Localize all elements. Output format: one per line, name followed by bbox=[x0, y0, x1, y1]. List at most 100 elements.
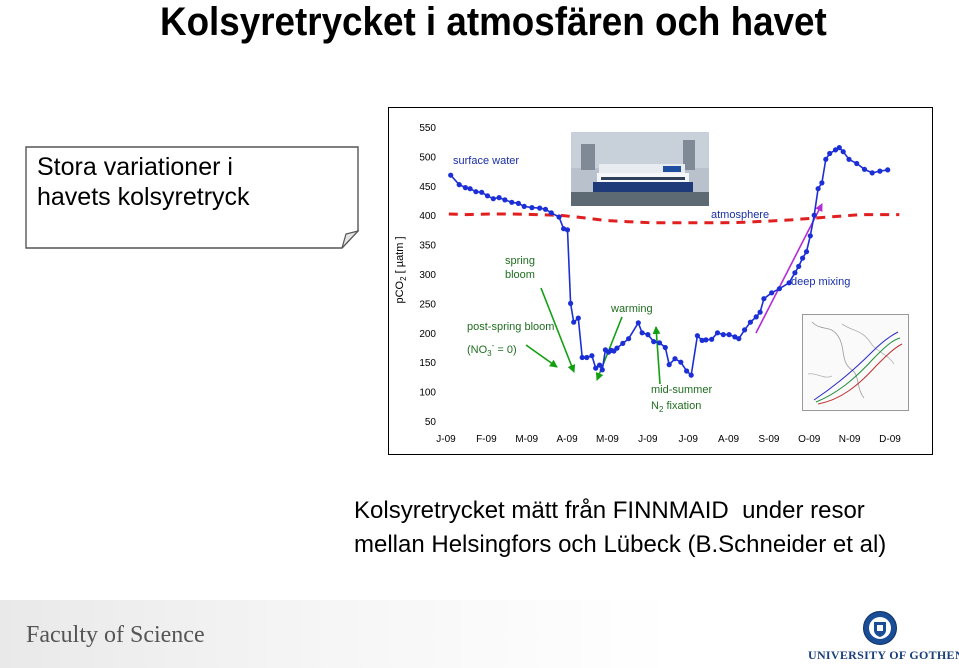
series-layer bbox=[448, 145, 900, 378]
y-tick-label: 450 bbox=[419, 182, 436, 193]
y-axis: 550 500 450 400 350 300 250 200 150 100 50 bbox=[419, 123, 436, 428]
surface-water-point bbox=[796, 263, 802, 269]
atmosphere-line bbox=[448, 212, 900, 225]
surface-water-point bbox=[666, 362, 672, 368]
surface-water-point bbox=[747, 319, 754, 325]
x-tick-label: O-09 bbox=[798, 434, 821, 445]
y-tick-label: 250 bbox=[419, 299, 436, 310]
x-tick-label: D-09 bbox=[879, 434, 901, 445]
surface-water-point bbox=[885, 167, 891, 173]
surface-water-point bbox=[479, 189, 485, 195]
surface-water-point bbox=[786, 280, 792, 286]
label-spring: spring bbox=[505, 255, 535, 267]
arrow-post-spring-bloom bbox=[525, 344, 558, 368]
label-n2-fixation: N2 fixation bbox=[651, 400, 701, 414]
label-surface-water: surface water bbox=[453, 155, 519, 167]
caption-line-2: mellan Helsingfors och Lübeck (B.Schneid… bbox=[354, 531, 887, 558]
surface-water-point bbox=[645, 332, 651, 338]
surface-water-point bbox=[800, 255, 806, 261]
surface-water-point bbox=[703, 337, 709, 343]
x-tick-label: M-09 bbox=[596, 434, 619, 445]
surface-water-point bbox=[462, 185, 468, 191]
surface-water-point bbox=[694, 333, 701, 339]
surface-water-point bbox=[832, 147, 839, 153]
x-tick-label: A-09 bbox=[557, 434, 579, 445]
surface-water-point bbox=[714, 330, 721, 336]
surface-water-point bbox=[639, 330, 645, 336]
surface-water-point bbox=[846, 156, 852, 162]
surface-water-point bbox=[656, 340, 663, 346]
surface-water-point bbox=[456, 182, 462, 188]
surface-water-point bbox=[769, 290, 775, 296]
label-atmosphere: atmosphere bbox=[711, 209, 769, 221]
surface-water-point bbox=[836, 145, 842, 151]
surface-water-point bbox=[877, 168, 883, 174]
surface-water-point bbox=[732, 334, 738, 340]
surface-water-point bbox=[803, 249, 810, 255]
surface-water-point bbox=[709, 336, 715, 342]
surface-water-point bbox=[811, 212, 817, 218]
surface-water-point bbox=[807, 233, 813, 239]
label-warming: warming bbox=[610, 303, 653, 315]
surface-water-point bbox=[823, 156, 829, 162]
label-deep-mixing: deep mixing bbox=[791, 276, 850, 288]
surface-water-point bbox=[502, 197, 508, 203]
university-name: UNIVERSITY OF GOTHENBURG bbox=[808, 648, 959, 662]
surface-water-point bbox=[564, 227, 571, 233]
y-tick-label: 350 bbox=[419, 241, 436, 252]
label-bloom: bloom bbox=[505, 269, 535, 281]
surface-water-point bbox=[757, 309, 763, 315]
surface-water-point bbox=[561, 226, 567, 232]
surface-water-point bbox=[861, 166, 868, 172]
surface-water-point bbox=[542, 206, 549, 212]
surface-water-point bbox=[742, 327, 748, 333]
surface-water-point bbox=[556, 214, 562, 220]
map-inset bbox=[802, 314, 909, 411]
footer bbox=[0, 600, 959, 668]
y-tick-label: 50 bbox=[425, 417, 437, 428]
surface-water-point bbox=[819, 180, 825, 186]
arrow-mid-summer bbox=[652, 326, 661, 385]
slide-title: Kolsyretrycket i atmosfären och havet bbox=[160, 0, 827, 44]
x-tick-label: J-09 bbox=[436, 434, 456, 445]
x-tick-label: J-09 bbox=[678, 434, 698, 445]
surface-water-point bbox=[484, 193, 491, 199]
caption: Kolsyretrycket mätt från FINNMAID under … bbox=[354, 494, 886, 562]
y-tick-label: 500 bbox=[419, 152, 436, 163]
surface-water-point bbox=[599, 367, 605, 373]
note-line-2: havets kolsyretryck bbox=[37, 183, 250, 211]
note-text: Stora variationer i havets kolsyretryck bbox=[37, 152, 250, 212]
surface-water-point bbox=[736, 336, 742, 342]
surface-water-point bbox=[840, 149, 846, 155]
surface-water-point bbox=[726, 332, 732, 338]
surface-water-point bbox=[548, 210, 554, 216]
note-line-1: Stora variationer i bbox=[37, 153, 233, 181]
surface-water-point bbox=[792, 270, 798, 276]
surface-water-point bbox=[521, 203, 527, 209]
surface-water-point bbox=[684, 368, 690, 374]
label-mid-summer: mid-summer bbox=[651, 384, 712, 396]
surface-water-point bbox=[662, 344, 668, 351]
y-axis-label: pCO2 [ µatm ] bbox=[394, 236, 408, 303]
x-tick-label: F-09 bbox=[476, 434, 497, 445]
surface-water-point bbox=[854, 160, 860, 167]
surface-water-point bbox=[635, 320, 641, 326]
surface-water-point bbox=[614, 345, 620, 351]
arrow-spring-bloom bbox=[540, 287, 576, 373]
surface-water-point bbox=[568, 300, 574, 306]
surface-water-point bbox=[515, 200, 522, 206]
x-axis: J-09 F-09 M-09 A-09 M-09 J-09 J-09 A-09 S-09 O-09… bbox=[436, 434, 901, 445]
x-tick-label: A-09 bbox=[718, 434, 740, 445]
y-tick-label: 400 bbox=[419, 211, 436, 222]
surface-water-point bbox=[579, 354, 585, 361]
caption-line-1: Kolsyretrycket mätt från FINNMAID under … bbox=[354, 497, 865, 524]
surface-water-point bbox=[815, 186, 821, 192]
y-tick-label: 200 bbox=[419, 329, 436, 340]
surface-water-point bbox=[776, 286, 783, 292]
arrow-deep-mixing bbox=[755, 203, 823, 334]
surface-water-point bbox=[720, 332, 726, 338]
surface-water-point bbox=[467, 186, 473, 192]
note-box bbox=[25, 146, 359, 249]
surface-water-point bbox=[626, 336, 632, 342]
surface-water-point bbox=[753, 314, 759, 320]
